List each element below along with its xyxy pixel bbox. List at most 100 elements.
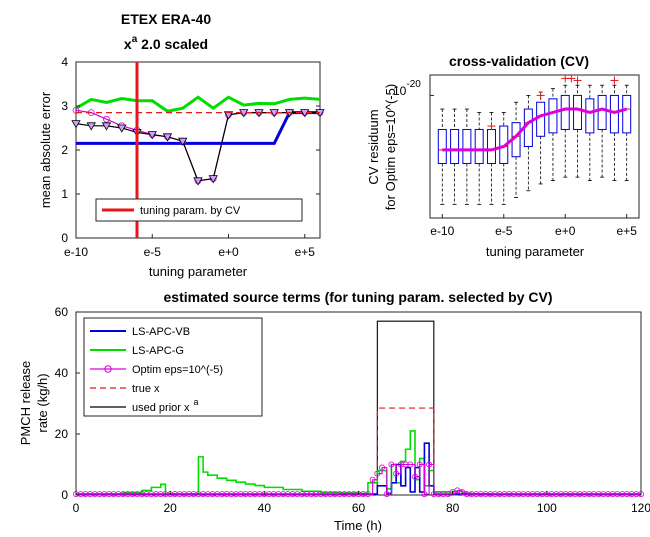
cv-plot-area xyxy=(429,74,640,219)
legend-label-true: true x xyxy=(132,383,160,395)
cv-box xyxy=(609,94,619,134)
source-optim-marker xyxy=(572,491,579,498)
source-series-line xyxy=(76,463,641,495)
source-optim-marker xyxy=(374,470,381,477)
mae-xtick-label: e-10 xyxy=(64,245,88,259)
legend-marker-optim xyxy=(104,365,112,373)
source-xlabel: Time (h) xyxy=(334,518,382,533)
mae-triangle-marker xyxy=(101,122,112,131)
source-optim-marker xyxy=(548,491,555,498)
source-optim-marker xyxy=(96,491,103,498)
cv-box xyxy=(462,128,472,165)
mae-circle-marker xyxy=(72,107,80,114)
source-optim-marker xyxy=(364,491,371,498)
cv-ylabel-line2: for Optim eps=10^(-5) xyxy=(383,84,398,210)
source-optim-marker xyxy=(214,491,221,498)
source-optim-marker xyxy=(388,461,395,468)
cv-xtick-label: e-5 xyxy=(495,224,513,238)
mae-triangle-marker xyxy=(208,175,218,184)
cv-chart: cross-validation (CV) e-10 e-5 e+0 e+5 10-2… xyxy=(366,53,640,259)
source-optim-marker xyxy=(515,491,522,498)
cv-xtick-label: e+0 xyxy=(555,224,576,238)
mae-ylabel: mean absolute error xyxy=(38,91,53,208)
source-optim-marker xyxy=(600,491,607,498)
source-xtick-label: 20 xyxy=(163,501,177,515)
source-optim-marker xyxy=(91,491,98,498)
mae-series-line xyxy=(75,95,321,113)
mae-triangle-marker xyxy=(71,120,81,129)
source-optim-marker xyxy=(539,491,546,498)
source-optim-marker xyxy=(421,491,428,498)
source-optim-marker xyxy=(298,491,305,498)
source-optim-marker xyxy=(336,491,343,498)
source-ytick-label: 0 xyxy=(61,488,68,502)
cv-median-line xyxy=(442,107,628,152)
source-optim-marker xyxy=(407,461,414,468)
mae-xtick-label: e-5 xyxy=(144,245,162,259)
source-optim-marker xyxy=(586,491,593,498)
mae-xtick-label: e+5 xyxy=(295,245,316,259)
source-optim-marker xyxy=(256,491,263,498)
source-optim-marker xyxy=(501,491,508,498)
cv-box xyxy=(437,128,447,165)
cv-ylabel-line1: CV residuum xyxy=(366,109,381,184)
source-optim-marker xyxy=(605,491,612,498)
source-series-line xyxy=(76,407,641,496)
source-optim-marker xyxy=(614,491,621,498)
source-optim-marker xyxy=(153,491,160,498)
mae-triangle-marker xyxy=(178,137,188,147)
source-optim-marker xyxy=(242,491,249,498)
source-optim-marker xyxy=(284,491,291,498)
source-optim-marker xyxy=(327,491,334,498)
source-optim-marker xyxy=(633,491,640,498)
source-xtick-label: 80 xyxy=(446,501,460,515)
cv-box xyxy=(548,98,558,134)
source-optim-marker xyxy=(402,461,409,468)
source-optim-marker xyxy=(468,491,475,498)
mae-triangle-marker xyxy=(162,133,173,142)
source-optim-marker xyxy=(331,491,338,498)
cv-box xyxy=(573,94,583,130)
mae-ytick-label: 0 xyxy=(61,231,68,245)
mae-triangle-marker xyxy=(193,177,203,186)
source-optim-marker xyxy=(223,491,230,498)
source-optim-marker xyxy=(557,491,564,498)
cv-box xyxy=(597,94,607,130)
mae-legend-label: tuning param. by CV xyxy=(140,205,241,217)
source-xtick-label: 0 xyxy=(73,501,80,515)
source-terms-title: estimated source terms (for tuning param… xyxy=(164,289,553,305)
legend-label-optim: Optim eps=10^(-5) xyxy=(132,364,223,376)
source-xtick-label: 40 xyxy=(258,501,272,515)
source-optim-marker xyxy=(628,491,635,498)
source-optim-marker xyxy=(426,461,433,468)
mae-series-line xyxy=(76,111,320,145)
source-ylabel-line2: rate (kg/h) xyxy=(35,373,50,432)
source-optim-marker xyxy=(157,491,164,498)
mae-legend: tuning param. by CV xyxy=(95,198,303,222)
source-optim-marker xyxy=(294,491,301,498)
source-xtick-label: 100 xyxy=(537,501,557,515)
source-optim-marker xyxy=(120,491,127,498)
source-optim-marker xyxy=(477,491,484,498)
legend-label-vb: LS-APC-VB xyxy=(132,326,190,338)
mae-ytick-label: 3 xyxy=(61,99,68,113)
cv-xtick-label: e-10 xyxy=(430,224,454,238)
cv-xtick-label: e+5 xyxy=(617,224,638,238)
source-optim-marker xyxy=(496,491,503,498)
source-optim-marker xyxy=(308,491,315,498)
source-optim-marker xyxy=(346,491,353,498)
mae-chart-subtitle: xa 2.0 scaled xyxy=(124,34,208,52)
cv-box xyxy=(560,94,570,130)
source-optim-marker xyxy=(266,491,273,498)
source-optim-marker xyxy=(487,491,494,498)
mae-triangle-marker xyxy=(223,111,234,120)
source-optim-marker xyxy=(87,491,94,498)
source-optim-marker xyxy=(534,491,541,498)
source-optim-marker xyxy=(360,491,367,498)
source-optim-marker xyxy=(251,491,258,498)
cv-box xyxy=(585,98,595,134)
cv-ytick-label: 10-20 xyxy=(393,79,421,98)
cv-box xyxy=(450,128,460,165)
mae-ytick-label: 2 xyxy=(61,143,68,157)
